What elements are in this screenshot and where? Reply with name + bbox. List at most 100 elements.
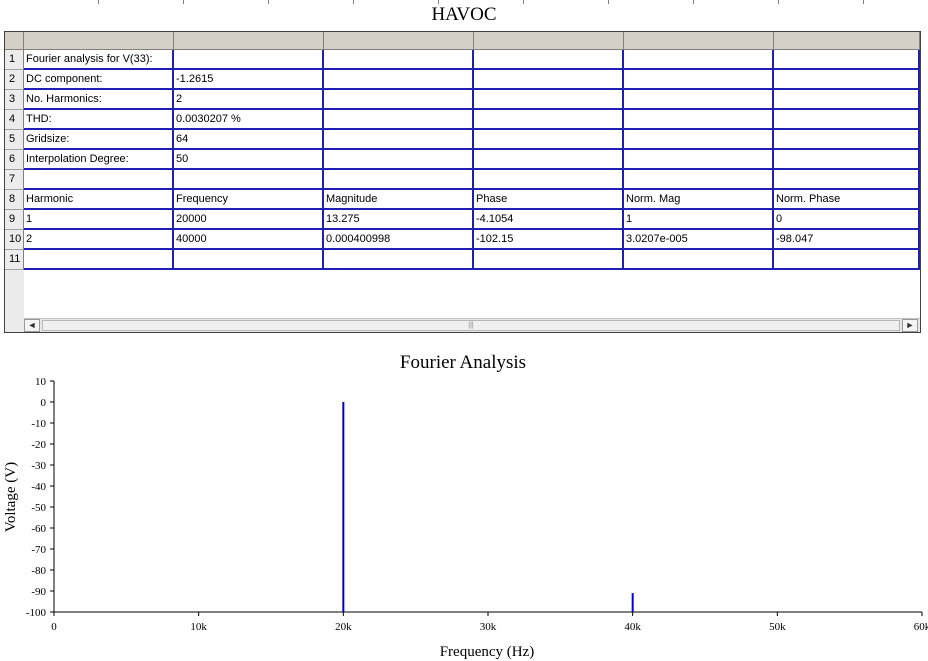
table-cell[interactable]: 1 [624, 210, 774, 230]
chart-marks [342, 402, 634, 612]
table-cell[interactable] [474, 170, 624, 190]
table-cell[interactable]: 2 [24, 230, 174, 250]
table-cell[interactable] [624, 130, 774, 150]
table-cell[interactable]: Norm. Mag [624, 190, 774, 210]
y-tick-label: -90 [31, 586, 46, 598]
table-cell[interactable] [624, 70, 774, 90]
column-header[interactable] [774, 32, 920, 50]
column-header[interactable] [24, 32, 174, 50]
table-cell[interactable] [774, 50, 920, 70]
table-cell[interactable] [774, 90, 920, 110]
table-cell[interactable] [324, 250, 474, 270]
table-cell[interactable]: Magnitude [324, 190, 474, 210]
table-cell[interactable]: -102.15 [474, 230, 624, 250]
row-header[interactable]: 9 [5, 210, 24, 230]
table-cell[interactable]: 40000 [174, 230, 324, 250]
row-header[interactable]: 8 [5, 190, 24, 210]
table-cell[interactable] [324, 130, 474, 150]
table-cell[interactable] [474, 130, 624, 150]
table-cell[interactable]: 64 [174, 130, 324, 150]
app-title: HAVOC [431, 4, 497, 25]
column-header[interactable] [624, 32, 774, 50]
column-header[interactable] [324, 32, 474, 50]
table-cell[interactable] [774, 170, 920, 190]
table-cell[interactable]: No. Harmonics: [24, 90, 174, 110]
row-header[interactable]: 2 [5, 70, 24, 90]
table-cell[interactable] [324, 170, 474, 190]
fourier-chart: Fourier Analysis Voltage (V) Frequency (… [3, 352, 928, 660]
table-cell[interactable] [624, 90, 774, 110]
table-cell[interactable]: 0.000400998 [324, 230, 474, 250]
row-header[interactable]: 1 [5, 50, 24, 70]
table-cell[interactable]: 3.0207e-005 [624, 230, 774, 250]
table-cell[interactable] [324, 70, 474, 90]
grid-cells: Fourier analysis for V(33): DC component:… [24, 50, 920, 270]
spreadsheet-grid[interactable]: 1 2 3 4 5 6 7 8 9 10 11 Fourier analysis for V(33)… [4, 31, 921, 333]
table-cell[interactable]: 1 [24, 210, 174, 230]
y-tick-label: -30 [31, 460, 46, 472]
table-cell[interactable] [174, 170, 324, 190]
table-cell[interactable]: -98.047 [774, 230, 920, 250]
table-cell[interactable]: THD: [24, 110, 174, 130]
grid-corner[interactable] [5, 32, 24, 50]
table-cell[interactable]: 13.275 [324, 210, 474, 230]
table-cell[interactable] [24, 250, 174, 270]
table-cell[interactable] [774, 130, 920, 150]
table-cell[interactable] [774, 70, 920, 90]
y-tick-label: -40 [31, 481, 46, 493]
row-header[interactable]: 7 [5, 170, 24, 190]
y-tick-label: -70 [31, 544, 46, 556]
table-cell[interactable]: Fourier analysis for V(33): [24, 50, 174, 70]
table-cell[interactable]: 2 [174, 90, 324, 110]
row-header[interactable]: 6 [5, 150, 24, 170]
table-cell[interactable]: 0.0030207 % [174, 110, 324, 130]
table-cell[interactable]: 0 [774, 210, 920, 230]
table-cell[interactable] [324, 110, 474, 130]
x-tick-label: 30k [480, 621, 497, 633]
table-cell[interactable]: 50 [174, 150, 324, 170]
table-cell[interactable] [474, 250, 624, 270]
chart-xlabel: Frequency (Hz) [440, 644, 535, 660]
row-header[interactable]: 5 [5, 130, 24, 150]
table-cell[interactable] [174, 50, 324, 70]
y-tick-label: 0 [41, 397, 47, 409]
table-cell[interactable] [774, 110, 920, 130]
scroll-right-icon[interactable]: ► [902, 319, 918, 332]
scroll-thumb[interactable]: ||| [42, 320, 900, 331]
table-cell[interactable]: Gridsize: [24, 130, 174, 150]
table-cell[interactable] [324, 50, 474, 70]
table-cell[interactable]: Frequency [174, 190, 324, 210]
table-cell[interactable]: -4.1054 [474, 210, 624, 230]
table-cell[interactable] [774, 250, 920, 270]
table-cell[interactable] [624, 110, 774, 130]
table-cell[interactable]: -1.2615 [174, 70, 324, 90]
table-cell[interactable] [624, 170, 774, 190]
row-header[interactable]: 10 [5, 230, 24, 250]
table-cell[interactable]: Phase [474, 190, 624, 210]
table-cell[interactable] [474, 150, 624, 170]
table-cell[interactable] [474, 50, 624, 70]
table-cell[interactable] [474, 70, 624, 90]
row-header[interactable]: 3 [5, 90, 24, 110]
table-cell[interactable] [174, 250, 324, 270]
scroll-left-icon[interactable]: ◄ [24, 319, 40, 332]
table-cell[interactable]: DC component: [24, 70, 174, 90]
table-cell[interactable]: Norm. Phase [774, 190, 920, 210]
horizontal-scrollbar[interactable]: ◄ ||| ► [24, 318, 920, 332]
column-header[interactable] [174, 32, 324, 50]
table-cell[interactable]: Harmonic [24, 190, 174, 210]
table-cell[interactable]: 20000 [174, 210, 324, 230]
table-cell[interactable]: Interpolation Degree: [24, 150, 174, 170]
table-cell[interactable] [474, 90, 624, 110]
table-cell[interactable] [624, 150, 774, 170]
row-header[interactable]: 4 [5, 110, 24, 130]
column-header[interactable] [474, 32, 624, 50]
row-header[interactable]: 11 [5, 250, 24, 270]
table-cell[interactable] [474, 110, 624, 130]
table-cell[interactable] [324, 90, 474, 110]
table-cell[interactable] [324, 150, 474, 170]
table-cell[interactable] [774, 150, 920, 170]
table-cell[interactable] [624, 250, 774, 270]
table-cell[interactable] [24, 170, 174, 190]
table-cell[interactable] [624, 50, 774, 70]
